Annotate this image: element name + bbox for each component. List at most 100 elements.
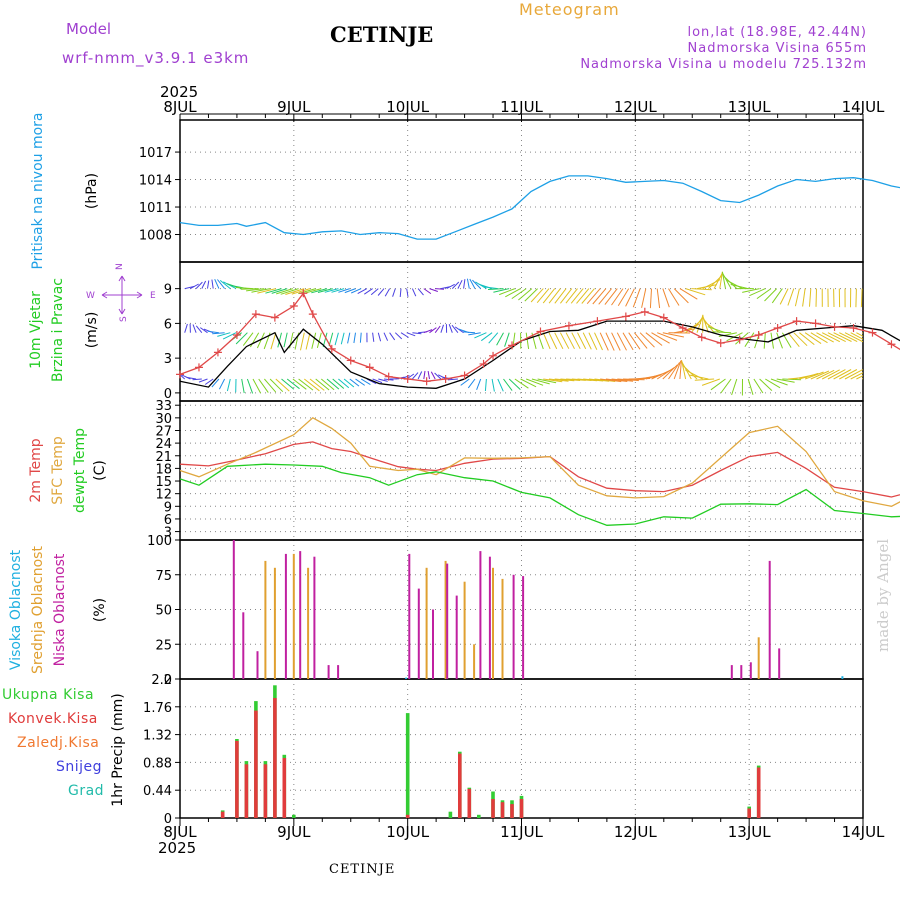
wind-arrow	[457, 279, 463, 289]
wind-arrow	[622, 332, 634, 351]
temperature-y-tick-label: 12	[155, 488, 172, 503]
wind-arrow	[518, 288, 533, 301]
wind-arrow	[343, 378, 355, 388]
precip-y-tick-label: 0	[164, 812, 172, 827]
cloud-bar	[284, 553, 287, 679]
wind-arrow	[530, 288, 544, 303]
wind-arrow	[833, 369, 852, 380]
wind-arrow	[850, 332, 863, 340]
gust-marker	[792, 317, 801, 326]
footer-city: CETINJE	[329, 862, 396, 877]
wind-arrow	[305, 332, 311, 350]
wind-arrow	[400, 332, 409, 338]
bottom-day-label: 12JUL	[614, 823, 657, 841]
wind-arrow	[505, 288, 521, 298]
wind-arrow	[476, 378, 482, 390]
wind-arrow	[554, 332, 564, 350]
cloud-y-tick-label: 0	[164, 673, 172, 688]
wind-arrow	[412, 372, 419, 380]
precip-bar	[282, 758, 287, 818]
wind-arrow	[759, 378, 773, 391]
low-cloud-axis-title: Niska Oblacnost	[52, 553, 68, 666]
gust-marker	[346, 356, 355, 365]
wind-arrow	[270, 332, 277, 350]
wind-arrow	[617, 378, 639, 382]
wind-arrow	[207, 280, 210, 289]
wind-arrow	[338, 288, 350, 293]
wind-arrow	[434, 372, 442, 380]
temperature-unit: (C)	[92, 460, 108, 481]
wind-arrow	[394, 332, 403, 340]
temperature-series-dewpt-temp	[179, 463, 900, 526]
wind-arrow	[651, 332, 670, 344]
wind-arrow	[860, 288, 863, 308]
gust-marker	[176, 370, 184, 379]
station-altitude: Nadmorska Visina 655m	[687, 41, 867, 56]
gust-marker	[489, 351, 498, 360]
wind-axis-title-line1: 10m Vjetar	[28, 291, 44, 369]
wind-arrow	[493, 288, 510, 293]
wind-arrow	[554, 288, 567, 304]
wind-arrow	[799, 332, 815, 345]
wind-arrow	[548, 288, 561, 304]
wind-arrow	[412, 332, 422, 335]
mid-cloud-axis-title: Srednja Oblacnost	[30, 546, 46, 674]
wind-arrow	[285, 288, 305, 295]
wind-arrow	[668, 288, 680, 306]
wind-arrow	[257, 288, 276, 294]
gust-marker	[508, 341, 517, 350]
wind-arrow	[622, 378, 645, 381]
precip-bar	[263, 764, 268, 818]
wind-arrow	[359, 332, 362, 343]
gust-marker	[194, 363, 203, 372]
wind-arrow	[611, 332, 621, 351]
wind-arrow	[542, 332, 551, 350]
precip-y-tick-label: 1.32	[143, 729, 172, 744]
wind-arrow	[355, 378, 365, 386]
gust-marker	[811, 319, 820, 328]
wind-arrow	[525, 332, 530, 349]
wind-arrow	[600, 378, 622, 383]
wind-arrow	[594, 332, 603, 351]
precip-bar	[477, 814, 481, 818]
wind-arrow	[605, 378, 628, 382]
precip-y-tick-label: 2.2	[151, 673, 172, 688]
wind-arrow	[616, 332, 627, 351]
gust-marker	[289, 302, 298, 311]
gust-marker	[640, 307, 649, 316]
wind-arrow	[430, 371, 436, 380]
cloud-bar	[417, 588, 420, 679]
wind-arrow	[315, 378, 330, 391]
wind-arrow	[399, 288, 402, 297]
wind-arrow	[628, 332, 641, 350]
wind-arrow	[496, 332, 504, 346]
wind-arrow	[543, 378, 563, 383]
precip-legend-item: Grad	[68, 783, 104, 799]
cloud-bar	[337, 665, 340, 679]
wind-arrow	[565, 332, 575, 350]
wind-arrow	[662, 332, 684, 338]
wind-arrow	[466, 278, 470, 289]
wind-arrow	[360, 378, 371, 386]
wind-arrow	[499, 288, 516, 296]
gust-marker	[232, 330, 241, 339]
wind-arrow	[214, 278, 220, 289]
cloud-bar	[242, 612, 245, 679]
wind-arrow	[487, 288, 504, 290]
wind-axis-title-line2: Brzina i Pravac	[50, 278, 66, 382]
wind-arrow	[372, 378, 383, 384]
wind-arrow	[504, 332, 510, 347]
wind-arrow	[639, 332, 655, 348]
wind-arrow	[816, 332, 834, 343]
wind-arrow	[357, 288, 368, 295]
wind-arrow	[656, 288, 661, 309]
wind-arrow	[200, 327, 208, 334]
wind-arrow	[821, 332, 841, 343]
precip-bar	[747, 808, 751, 818]
wind-arrow	[429, 288, 438, 292]
wind-arrow	[503, 378, 513, 391]
wind-arrow	[406, 288, 409, 297]
wind-arrow	[712, 331, 732, 334]
wind-arrow	[460, 378, 470, 386]
wind-arrow	[181, 374, 191, 380]
